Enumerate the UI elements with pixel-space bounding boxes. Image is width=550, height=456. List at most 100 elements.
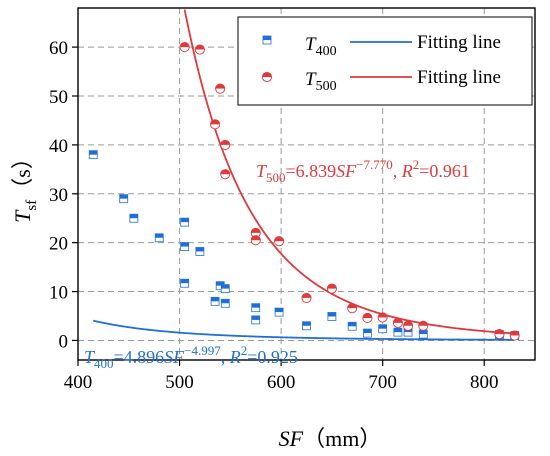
y-axis-title-unit: （s） <box>10 147 35 200</box>
fit-line-t500 <box>183 9 515 335</box>
point-t500-fill <box>301 293 312 298</box>
point-t400-fill <box>378 324 387 329</box>
x-tick-label: 700 <box>368 372 397 393</box>
point-t400 <box>302 321 311 331</box>
y-tick-label: 0 <box>59 331 69 352</box>
fit-lines <box>93 9 515 341</box>
legend-label-t400: T400 <box>305 34 337 59</box>
fit-equation-t500: T500=6.839SF−7.770, R2=0.961 <box>256 157 470 185</box>
eq-t400-var: T <box>84 347 96 367</box>
point-t500 <box>220 139 231 150</box>
point-t500 <box>179 42 190 53</box>
point-t500 <box>194 44 205 55</box>
point-t400 <box>393 327 403 337</box>
legend-label-t500: T500 <box>305 69 337 94</box>
legend-fit-label-t400: Fitting line <box>417 32 501 53</box>
point-t400-fill <box>129 214 138 219</box>
eq-t500-sub: 500 <box>266 170 286 185</box>
point-t400 <box>274 307 284 317</box>
legend-circle-marker-fill <box>262 72 272 77</box>
point-t400-fill <box>327 312 336 317</box>
data-points <box>88 42 520 341</box>
point-t400 <box>220 284 230 294</box>
point-t500 <box>509 330 520 341</box>
point-t500 <box>377 312 388 323</box>
point-t400 <box>418 329 428 339</box>
point-t400 <box>251 303 261 313</box>
eq-t400-r-label: , R <box>221 347 241 367</box>
point-t400-fill <box>221 284 230 289</box>
point-t500 <box>215 83 226 94</box>
y-axis-title: Tsf（s） <box>10 147 40 223</box>
point-t400-fill <box>251 315 260 320</box>
fit-line-t400 <box>93 319 515 341</box>
legend-box <box>237 16 533 106</box>
eq-t500-coef: =6.839 <box>286 161 337 181</box>
point-t400-fill <box>180 218 189 223</box>
point-t400-fill <box>363 329 372 334</box>
point-t500-fill <box>510 330 520 336</box>
eq-t500-x: SF <box>336 161 357 181</box>
x-tick-label: 400 <box>64 372 93 393</box>
point-t400-fill <box>393 328 402 333</box>
point-t400 <box>210 296 220 306</box>
point-t400 <box>154 233 164 243</box>
legend-t500-main: T <box>305 69 317 90</box>
point-t500-fill <box>327 284 337 289</box>
point-t500-fill <box>347 303 357 309</box>
point-t500 <box>418 320 429 331</box>
y-tick-label: 30 <box>49 185 68 206</box>
point-t400-fill <box>211 297 220 302</box>
point-t500 <box>326 283 337 294</box>
point-t500-fill <box>215 84 225 89</box>
fit-equation-t400: T400=4.896SF−4.997, R2=0.925 <box>84 343 298 371</box>
point-t500-fill <box>378 312 388 318</box>
x-tick-label: 600 <box>267 372 296 393</box>
eq-t500-exp: −7.770 <box>356 157 393 172</box>
point-t400 <box>347 321 357 331</box>
legend-marker-t500 <box>261 71 273 83</box>
point-t400 <box>180 242 190 251</box>
point-t400-fill <box>275 308 284 313</box>
legend-square-marker-fill <box>263 36 271 40</box>
eq-t400-r-val: =0.925 <box>247 347 298 367</box>
y-axis-title-main: T <box>10 209 35 223</box>
point-t400-fill <box>221 299 230 304</box>
y-axis-title-sub: sf <box>24 200 40 211</box>
plot-frame <box>77 7 536 361</box>
point-t500-fill <box>362 313 373 318</box>
point-t500-fill <box>220 169 230 175</box>
point-t500-fill <box>220 140 230 145</box>
x-tick-label: 800 <box>470 372 499 393</box>
y-tick-label: 60 <box>49 38 68 59</box>
point-t500-fill <box>274 236 284 242</box>
point-t400-fill <box>419 330 428 335</box>
point-t500-fill <box>195 44 205 50</box>
y-tick-label: 20 <box>49 234 68 255</box>
point-t400 <box>378 324 388 334</box>
eq-t400-coef: =4.896 <box>114 347 165 367</box>
eq-t400-r-sup: 2 <box>241 343 248 358</box>
eq-t400-exp: −4.997 <box>184 343 221 358</box>
point-t400 <box>88 150 98 160</box>
y-tick-label: 40 <box>49 136 68 157</box>
point-t400 <box>119 194 129 204</box>
point-t400-fill <box>180 242 189 247</box>
point-t500 <box>347 303 358 314</box>
point-t500-fill <box>418 321 428 326</box>
point-t400-fill <box>180 279 189 284</box>
eq-t500-r-sup: 2 <box>413 157 420 172</box>
point-t400-fill <box>216 281 225 286</box>
point-t400-fill <box>348 322 357 327</box>
x-axis-title: SF（mm） <box>279 426 382 451</box>
eq-t500-r-val: =0.961 <box>419 161 470 181</box>
y-tick-label: 10 <box>49 283 68 304</box>
point-t500-fill <box>251 235 261 241</box>
point-t400 <box>180 278 190 288</box>
point-t400-fill <box>119 194 128 199</box>
point-t400 <box>195 247 205 256</box>
point-t400 <box>363 328 372 338</box>
point-t400 <box>129 213 139 223</box>
axis-ticks: 400 500 600 700 800 0 10 20 30 40 50 60 <box>49 38 498 393</box>
